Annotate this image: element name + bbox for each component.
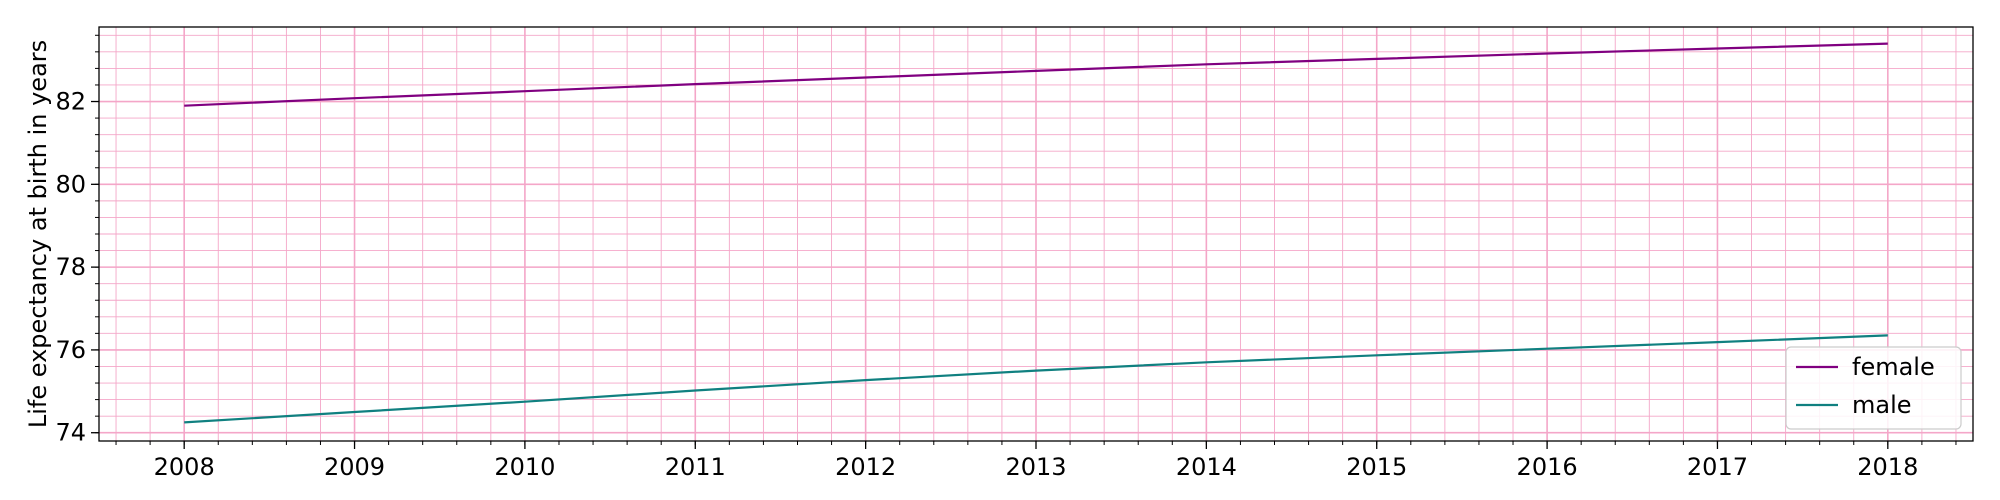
series-line-female [184,42,1888,107]
legend: female male [1785,346,1962,430]
x-tick-label: 2011 [665,453,726,481]
y-tick-label: 76 [55,336,86,364]
legend-label-male: male [1852,391,1912,419]
y-axis-label: Life expectancy at birth in years [24,40,52,428]
grid [99,27,1973,441]
axis-ticks: 2008 2009 2010 2011 2012 2013 2014 2015 2016 2017… [55,34,1957,481]
x-tick-label: 2013 [1005,453,1066,481]
x-tick-label: 2015 [1346,453,1407,481]
x-tick-label: 2012 [835,453,896,481]
x-tick-label: 2014 [1176,453,1237,481]
series-lines [184,42,1888,424]
legend-label-female: female [1852,353,1935,381]
y-tick-label: 74 [55,419,86,447]
x-tick-label: 2009 [324,453,385,481]
y-tick-label: 80 [55,170,86,198]
x-tick-label: 2008 [154,453,215,481]
x-tick-label: 2017 [1687,453,1748,481]
x-tick-label: 2018 [1857,453,1918,481]
series-line-male [184,334,1888,424]
y-tick-label: 78 [55,253,86,281]
x-tick-label: 2010 [494,453,555,481]
y-tick-label: 82 [55,88,86,116]
x-tick-label: 2016 [1517,453,1578,481]
